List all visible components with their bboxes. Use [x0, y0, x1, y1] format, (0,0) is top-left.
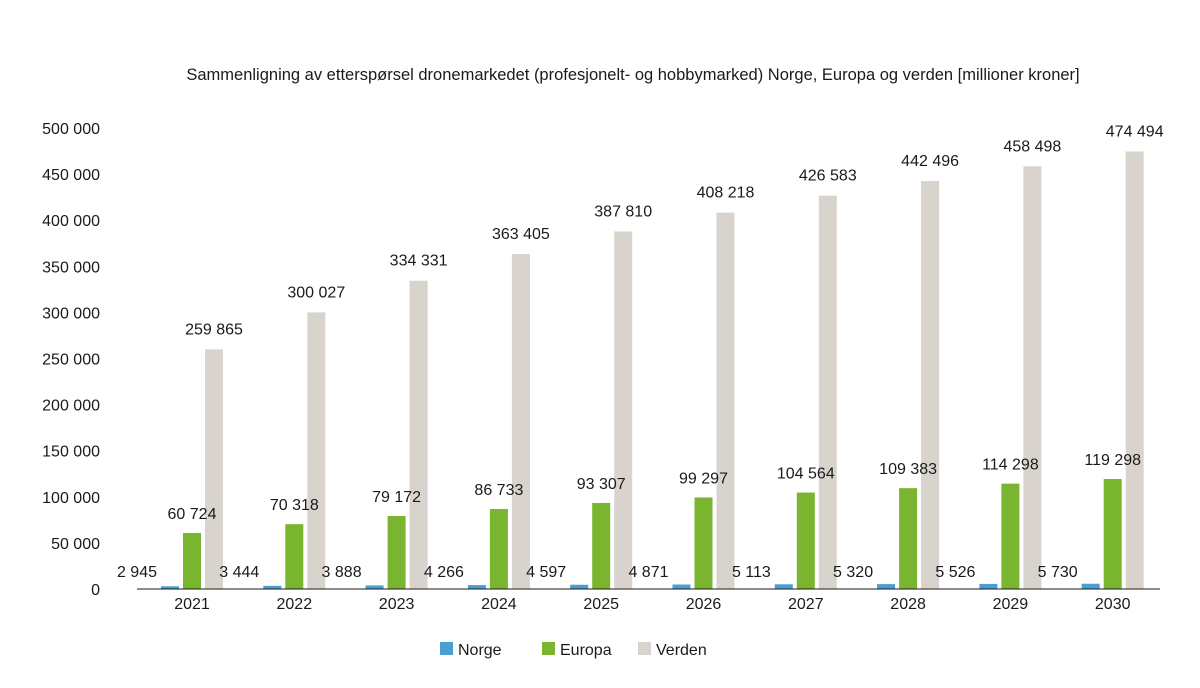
data-label-norge-2025: 4 597	[526, 564, 566, 581]
y-axis: 0 50 000 100 000 150 000 200 000 250 000 300 0…	[42, 121, 100, 599]
data-label-europa-2026: 99 297	[679, 470, 728, 487]
bar-europa-2025	[592, 502, 611, 589]
data-label-verden-2021: 259 865	[185, 321, 243, 338]
x-tick-label: 2026	[686, 596, 722, 613]
x-tick-label: 2030	[1095, 596, 1131, 613]
bar-europa-2024	[489, 509, 508, 589]
legend: Norge Europa Verden	[440, 642, 707, 659]
bar-verden-2023	[409, 280, 428, 589]
data-label-verden-2025: 387 810	[594, 203, 652, 220]
chart-title: Sammenligning av etterspørsel dronemarke…	[186, 66, 1079, 84]
y-tick-label: 0	[91, 582, 100, 599]
legend-swatch-verden	[638, 642, 651, 655]
bar-europa-2023	[387, 516, 406, 589]
data-label-norge-2024: 4 266	[424, 564, 464, 581]
bar-verden-2027	[818, 195, 837, 589]
bar-verden-2028	[921, 181, 940, 590]
y-tick-label: 50 000	[51, 536, 100, 553]
x-axis: 2021 2022 2023 2024 2025 2026 2027 2028 2029 2030	[174, 596, 1130, 613]
data-label-europa-2029: 114 298	[982, 457, 1039, 474]
y-tick-label: 350 000	[42, 259, 100, 276]
data-label-europa-2023: 79 172	[372, 489, 421, 506]
data-label-verden-2022: 300 027	[287, 284, 345, 301]
bar-verden-2026	[716, 212, 735, 590]
data-label-europa-2022: 70 318	[270, 497, 319, 514]
y-tick-label: 500 000	[42, 121, 100, 138]
bar-norge-2030	[1081, 583, 1100, 589]
data-label-europa-2021: 60 724	[168, 506, 217, 523]
data-label-verden-2023: 334 331	[390, 253, 448, 270]
x-tick-label: 2021	[174, 596, 210, 613]
bar-europa-2026	[694, 497, 713, 589]
bar-verden-2029	[1023, 166, 1042, 590]
data-label-europa-2025: 93 307	[577, 476, 626, 493]
legend-label-verden: Verden	[656, 642, 707, 659]
bar-verden-2030	[1125, 151, 1144, 589]
data-label-norge-2021: 2 945	[117, 564, 157, 581]
legend-label-europa: Europa	[560, 642, 612, 659]
x-tick-label: 2029	[993, 596, 1029, 613]
bar-verden-2022	[307, 312, 326, 589]
bar-norge-2025	[570, 584, 589, 589]
data-label-norge-2030: 5 730	[1038, 564, 1078, 581]
y-tick-label: 200 000	[42, 398, 100, 415]
data-label-verden-2029: 458 498	[1003, 138, 1061, 155]
x-tick-label: 2024	[481, 596, 517, 613]
bar-europa-2027	[796, 492, 815, 589]
data-label-europa-2028: 109 383	[879, 461, 937, 478]
data-label-verden-2030: 474 494	[1106, 124, 1164, 141]
data-label-europa-2027: 104 564	[777, 466, 835, 483]
legend-swatch-norge	[440, 642, 453, 655]
data-label-verden-2028: 442 496	[901, 153, 959, 170]
data-label-verden-2027: 426 583	[799, 168, 857, 185]
bar-norge-2027	[774, 584, 793, 589]
data-label-norge-2029: 5 526	[935, 564, 975, 581]
y-tick-label: 250 000	[42, 352, 100, 369]
y-tick-label: 100 000	[42, 490, 100, 507]
bar-norge-2023	[365, 585, 384, 589]
bar-verden-2025	[614, 231, 633, 589]
bar-norge-2029	[979, 583, 998, 589]
data-label-norge-2022: 3 444	[219, 564, 259, 581]
bar-europa-2029	[1001, 483, 1020, 589]
y-tick-label: 450 000	[42, 167, 100, 184]
x-tick-label: 2025	[583, 596, 619, 613]
bar-verden-2024	[511, 253, 530, 589]
bar-norge-2024	[467, 585, 486, 589]
x-tick-label: 2023	[379, 596, 415, 613]
data-label-norge-2027: 5 113	[732, 564, 771, 581]
y-tick-label: 150 000	[42, 444, 100, 461]
data-label-verden-2026: 408 218	[697, 185, 755, 202]
bar-norge-2021	[161, 586, 179, 589]
bar-verden-2021	[205, 349, 223, 589]
data-labels-group: 2 945 3 444 3 888 4 266 4 597 4 871 5 113 5 320…	[117, 124, 1164, 581]
data-label-europa-2030: 119 298	[1084, 452, 1141, 469]
legend-label-norge: Norge	[458, 642, 502, 659]
data-label-verden-2024: 363 405	[492, 226, 550, 243]
data-label-europa-2024: 86 733	[474, 482, 523, 499]
legend-swatch-europa	[542, 642, 555, 655]
data-label-norge-2028: 5 320	[833, 564, 873, 581]
x-tick-label: 2027	[788, 596, 824, 613]
bar-europa-2021	[183, 533, 201, 589]
bar-europa-2030	[1103, 479, 1122, 589]
bar-norge-2022	[263, 585, 282, 589]
x-tick-label: 2022	[277, 596, 313, 613]
bar-norge-2028	[877, 584, 896, 589]
y-tick-label: 300 000	[42, 305, 100, 322]
data-label-norge-2023: 3 888	[322, 564, 362, 581]
bar-norge-2026	[672, 584, 691, 589]
x-tick-label: 2028	[890, 596, 926, 613]
bar-europa-2028	[899, 488, 918, 589]
y-tick-label: 400 000	[42, 213, 100, 230]
bars-group	[161, 151, 1144, 590]
bar-europa-2022	[285, 524, 304, 589]
data-label-norge-2026: 4 871	[628, 564, 668, 581]
